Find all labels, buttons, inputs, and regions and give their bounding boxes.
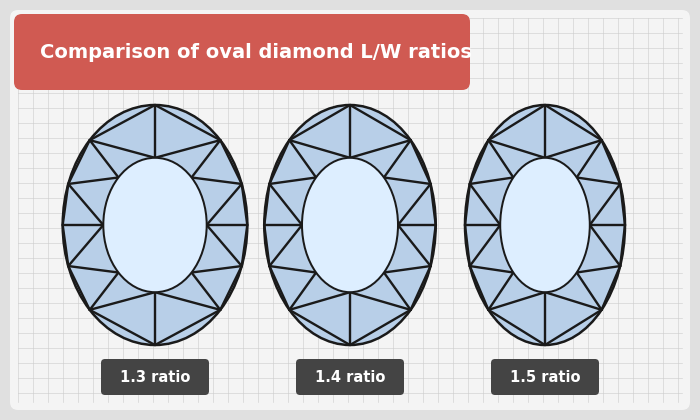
Text: 1.5 ratio: 1.5 ratio: [510, 370, 580, 384]
FancyBboxPatch shape: [296, 359, 404, 395]
Ellipse shape: [104, 158, 206, 292]
FancyBboxPatch shape: [14, 14, 470, 90]
Ellipse shape: [63, 105, 247, 345]
FancyBboxPatch shape: [101, 359, 209, 395]
Ellipse shape: [500, 158, 590, 292]
Text: 1.4 ratio: 1.4 ratio: [315, 370, 385, 384]
Ellipse shape: [302, 158, 398, 292]
FancyBboxPatch shape: [491, 359, 599, 395]
FancyBboxPatch shape: [10, 10, 690, 410]
Text: Comparison of oval diamond L/W ratios: Comparison of oval diamond L/W ratios: [40, 42, 472, 61]
Ellipse shape: [465, 105, 625, 345]
Ellipse shape: [265, 105, 435, 345]
Text: 1.3 ratio: 1.3 ratio: [120, 370, 190, 384]
